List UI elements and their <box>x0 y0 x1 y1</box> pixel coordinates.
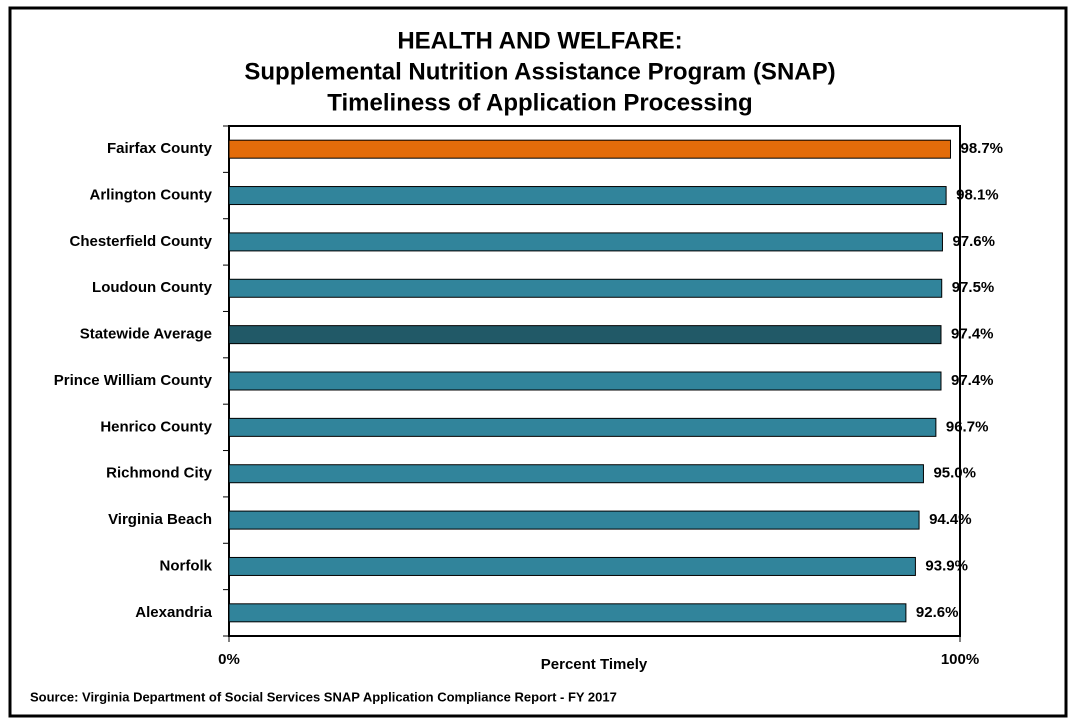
bar <box>228 278 943 298</box>
value-label: 97.5% <box>952 279 995 296</box>
value-label: 98.7% <box>960 140 1003 157</box>
bar <box>228 325 942 345</box>
value-label: 97.6% <box>952 233 995 250</box>
y-tick-label: Statewide Average <box>80 326 212 343</box>
y-tick-label: Richmond City <box>106 465 212 482</box>
y-tick-label: Virginia Beach <box>108 511 212 528</box>
bar <box>228 186 947 206</box>
bar <box>228 556 916 576</box>
source-note: Source: Virginia Department of Social Se… <box>30 689 617 704</box>
x-axis-label: Percent Timely <box>541 656 648 673</box>
bar <box>228 371 942 391</box>
chart-title: Supplemental Nutrition Assistance Progra… <box>244 58 835 85</box>
chart-title: HEALTH AND WELFARE: <box>397 27 682 54</box>
value-label: 98.1% <box>956 187 999 204</box>
y-tick-label: Henrico County <box>100 418 212 435</box>
value-label: 92.6% <box>916 604 959 621</box>
bar <box>228 510 920 530</box>
value-label: 97.4% <box>951 372 994 389</box>
y-tick-label: Chesterfield County <box>69 233 212 250</box>
x-tick-label: 0% <box>218 651 240 668</box>
value-label: 97.4% <box>951 326 994 343</box>
value-label: 93.9% <box>925 557 968 574</box>
y-tick-label: Alexandria <box>135 604 212 621</box>
bar <box>228 417 937 437</box>
frame <box>8 6 1068 718</box>
chart-title: Timeliness of Application Processing <box>327 89 752 116</box>
bar <box>228 464 924 484</box>
value-label: 94.4% <box>929 511 972 528</box>
y-tick-label: Arlington County <box>90 187 213 204</box>
y-tick-label: Fairfax County <box>107 140 213 157</box>
y-tick-label: Norfolk <box>160 557 213 574</box>
y-tick-label: Loudoun County <box>92 279 213 296</box>
bar <box>228 139 951 159</box>
value-label: 96.7% <box>946 418 989 435</box>
bar <box>228 232 943 252</box>
x-tick-label: 100% <box>941 651 979 668</box>
value-label: 95.0% <box>933 465 976 482</box>
y-tick-label: Prince William County <box>54 372 213 389</box>
bar <box>228 603 907 623</box>
